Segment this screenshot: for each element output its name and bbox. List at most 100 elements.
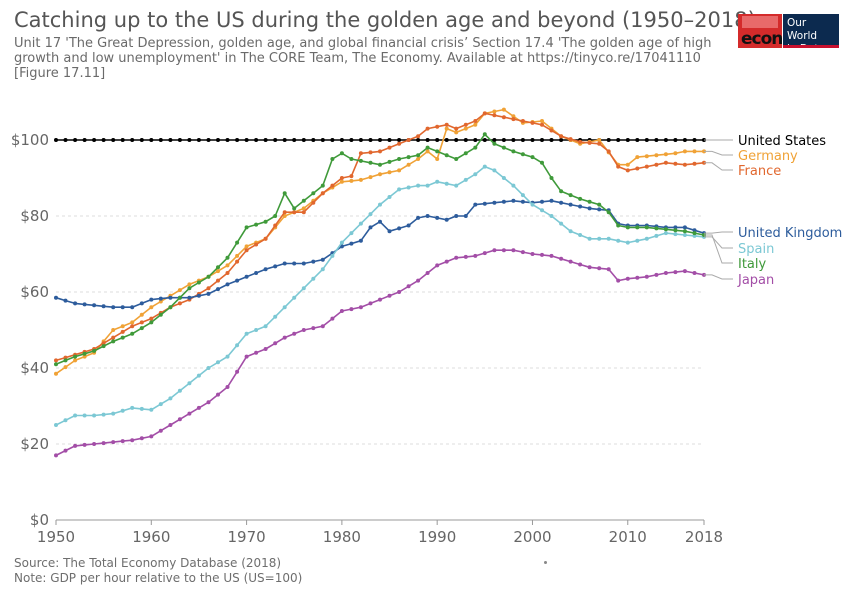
data-point — [587, 140, 592, 145]
data-point — [501, 115, 506, 120]
data-point — [435, 179, 440, 184]
data-point — [349, 241, 354, 246]
data-point — [301, 286, 306, 291]
data-point — [549, 138, 554, 142]
core-econ-logo[interactable]: econ — [738, 14, 782, 48]
data-point — [273, 264, 278, 269]
data-point — [682, 269, 687, 274]
data-point — [625, 225, 630, 230]
data-point — [130, 138, 135, 142]
data-point — [454, 183, 459, 188]
data-point — [673, 232, 678, 237]
data-point — [368, 225, 373, 230]
data-point — [568, 229, 573, 234]
data-point — [444, 122, 449, 127]
data-point — [292, 295, 297, 300]
data-point — [511, 198, 516, 203]
data-point — [235, 343, 240, 348]
data-point — [82, 138, 87, 142]
data-point — [320, 324, 325, 329]
y-tick-label: $80 — [20, 207, 49, 225]
data-point — [244, 138, 249, 142]
data-point — [520, 152, 525, 157]
data-point — [358, 151, 363, 156]
data-point — [425, 183, 430, 188]
data-point — [473, 138, 478, 142]
data-point — [663, 271, 668, 275]
data-point — [606, 210, 611, 215]
footnote: Note: GDP per hour relative to the US (U… — [14, 571, 303, 585]
data-point — [158, 402, 163, 407]
data-point — [358, 238, 363, 243]
data-point — [416, 157, 421, 161]
data-point — [330, 157, 335, 161]
data-point — [139, 326, 144, 331]
data-point — [501, 145, 506, 150]
data-point — [387, 293, 392, 298]
data-point — [206, 286, 211, 291]
data-point — [320, 138, 325, 142]
data-point — [673, 225, 678, 230]
data-point — [54, 362, 58, 367]
series-germany — [54, 107, 706, 376]
data-point — [682, 162, 687, 167]
data-point — [254, 271, 259, 275]
data-point — [625, 240, 630, 245]
data-point — [378, 138, 382, 142]
data-point — [292, 138, 297, 142]
data-point — [263, 267, 268, 272]
data-point — [654, 272, 659, 277]
data-point — [568, 137, 573, 142]
y-tick-label: $0 — [30, 511, 49, 529]
our-world-in-data-logo[interactable]: Our World in Data — [783, 14, 839, 55]
data-point — [187, 286, 192, 291]
data-point — [559, 221, 564, 226]
data-point — [225, 271, 230, 275]
data-point — [311, 200, 316, 205]
data-point — [625, 162, 630, 167]
gridlines — [56, 139, 704, 445]
data-point — [320, 183, 325, 188]
data-point — [682, 138, 687, 142]
subtitle-line-1: Unit 17 'The Great Depression, golden ag… — [14, 36, 712, 51]
data-point — [663, 152, 668, 157]
data-point — [349, 157, 354, 161]
data-point — [540, 252, 544, 257]
data-point — [111, 411, 116, 416]
data-point — [82, 442, 87, 447]
data-point — [82, 351, 87, 356]
data-point — [263, 347, 268, 351]
pagination-dot[interactable] — [544, 561, 547, 564]
data-point — [597, 138, 602, 142]
data-point — [654, 233, 659, 238]
data-point — [597, 236, 602, 241]
data-point — [358, 138, 363, 142]
x-tick-label: 1970 — [227, 528, 265, 546]
data-point — [644, 138, 649, 142]
data-point — [216, 138, 220, 142]
data-point — [168, 396, 173, 401]
data-point — [273, 341, 278, 346]
y-tick-label: $40 — [20, 359, 49, 377]
data-point — [101, 341, 106, 346]
owid-logo-line-1: Our World — [787, 17, 818, 42]
series-spain — [54, 164, 706, 427]
data-point — [540, 122, 544, 127]
data-point — [139, 301, 144, 306]
data-point — [444, 259, 449, 264]
data-point — [149, 407, 154, 412]
data-point — [397, 141, 402, 146]
data-point — [339, 244, 344, 249]
data-point — [349, 138, 354, 142]
data-point — [149, 434, 154, 439]
data-point — [492, 168, 497, 173]
data-point — [120, 324, 125, 329]
data-point — [168, 138, 173, 142]
data-point — [101, 344, 106, 349]
data-point — [139, 320, 144, 325]
data-point — [130, 405, 135, 410]
data-point — [101, 441, 106, 446]
data-point — [139, 138, 144, 142]
data-point — [311, 259, 316, 264]
data-point — [282, 261, 287, 266]
